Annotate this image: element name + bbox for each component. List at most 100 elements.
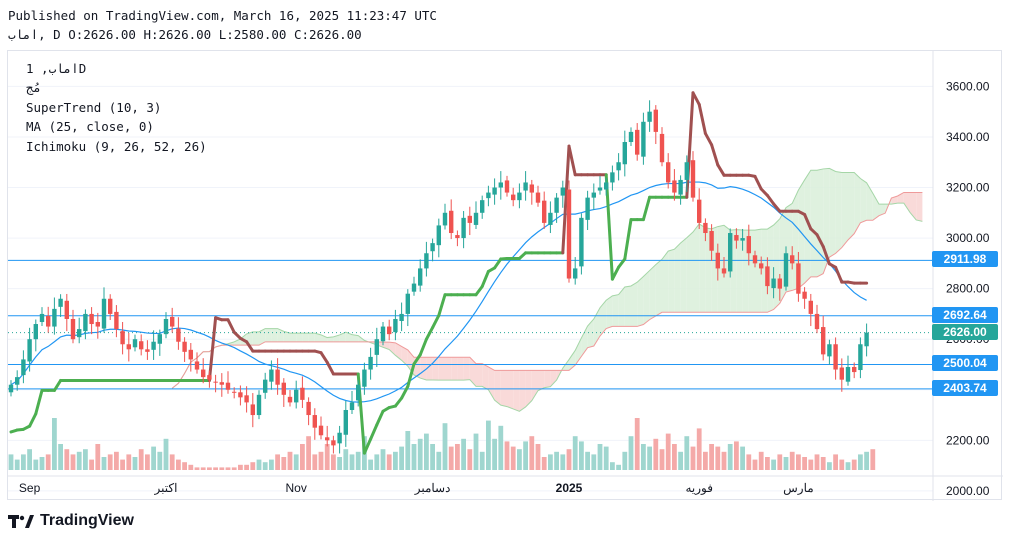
volume-bar [572, 436, 578, 470]
cloud-segment [655, 259, 662, 316]
candle-body [511, 194, 516, 201]
supertrend-segment [34, 388, 44, 416]
volume-bar [27, 449, 32, 470]
candle-body [684, 162, 689, 180]
volume-bar [8, 454, 14, 470]
candle-body [566, 189, 572, 279]
volume-bar [337, 457, 342, 470]
volume-bar [473, 433, 479, 470]
candle-body [535, 192, 541, 203]
volume-bar [213, 467, 218, 470]
candle-body [33, 324, 38, 340]
candle-body [126, 344, 131, 350]
cloud-segment [910, 192, 917, 220]
supertrend-segment [623, 218, 633, 261]
legend-supertrend[interactable]: SuperTrend (10, 3) [26, 100, 162, 115]
candle-body [300, 387, 305, 400]
volume-bar [244, 464, 249, 470]
volume-bar [89, 459, 94, 470]
legend-ma[interactable]: MA (25, close, 0) [26, 119, 154, 134]
candle-body [362, 369, 367, 387]
cloud-segment [903, 192, 910, 213]
candle-body [455, 235, 460, 239]
cloud-segment [327, 336, 334, 342]
candle-body [548, 212, 553, 225]
candle-body [771, 278, 776, 289]
candle-body [839, 367, 844, 380]
cloud-segment [717, 225, 724, 313]
candle-body [666, 162, 671, 183]
supertrend-segment [703, 131, 714, 147]
price-chart[interactable]: 2000.002200.002400.002600.002800.003000.… [8, 51, 1003, 501]
volume-bar [802, 457, 807, 470]
volume-bar [107, 454, 113, 470]
candle-body [814, 313, 820, 330]
supertrend-segment [765, 193, 776, 206]
published-caption: Published on TradingView.com, March 16, … [8, 8, 437, 23]
x-tick-label: فوريه [685, 481, 713, 495]
volume-bar [157, 451, 163, 470]
candle-body [325, 437, 330, 441]
supertrend-segment [393, 396, 404, 408]
candle-body [15, 377, 20, 385]
volume-bar [355, 451, 361, 470]
volume-bar [393, 451, 398, 470]
volume-bar [610, 462, 615, 470]
supertrend-segment [772, 202, 782, 213]
legend-ichimoku[interactable]: Ichimoku (9, 26, 52, 26) [26, 139, 207, 154]
candle-body [616, 162, 621, 171]
cloud-segment [618, 286, 625, 327]
candle-body [672, 180, 677, 193]
volume-bar [523, 441, 528, 470]
candle-body [356, 384, 361, 401]
candle-body [715, 252, 720, 269]
cloud-segment [916, 192, 923, 222]
cloud-segment [680, 237, 687, 313]
chart-frame[interactable]: 2000.002200.002400.002600.002800.003000.… [7, 50, 1003, 501]
candle-body [139, 341, 144, 350]
cloud-segment [308, 333, 315, 342]
cloud-segment [879, 204, 886, 216]
supertrend-segment [691, 91, 701, 106]
cloud-segment [290, 333, 297, 342]
price-line-label: 2626.00 [932, 323, 998, 340]
cloud-segment [637, 276, 644, 327]
candle-body [783, 253, 789, 287]
price-line-label: 2500.04 [932, 355, 998, 372]
volume-bar [126, 454, 132, 470]
cloud-segment [389, 342, 396, 356]
candle-body [597, 187, 603, 191]
cloud-segment [804, 170, 811, 284]
candle-body [790, 255, 795, 264]
cloud-segment [649, 264, 656, 320]
tradingview-logo[interactable]: TradingView [8, 512, 134, 530]
volume-bar [70, 454, 76, 470]
volume-bar [250, 462, 256, 470]
candle-body [703, 222, 708, 234]
volume-bar [628, 436, 634, 470]
cloud-segment [668, 249, 675, 313]
volume-bar [479, 451, 485, 470]
candle-body [752, 255, 758, 264]
candle-body [486, 192, 491, 199]
volume-bar [851, 459, 857, 470]
cloud-segment [494, 370, 501, 406]
candle-body [151, 341, 156, 350]
volume-bar [721, 451, 727, 470]
candle-body [635, 129, 640, 155]
candle-body [765, 266, 770, 287]
supertrend-segment [834, 265, 844, 284]
x-tick-label: Nov [286, 481, 307, 495]
legend-symbol[interactable]: اماب, 1D [26, 61, 87, 76]
cloud-segment [848, 172, 855, 240]
supertrend-segment [245, 340, 255, 353]
volume-bar [653, 438, 659, 470]
candle-body [263, 379, 268, 393]
volume-bar [64, 449, 70, 470]
price-line-label: 2911.98 [932, 251, 998, 268]
candle-body [411, 283, 417, 292]
candle-body [269, 369, 274, 382]
volume-bar [771, 459, 776, 470]
candle-body [207, 375, 212, 380]
candle-body [504, 180, 510, 193]
